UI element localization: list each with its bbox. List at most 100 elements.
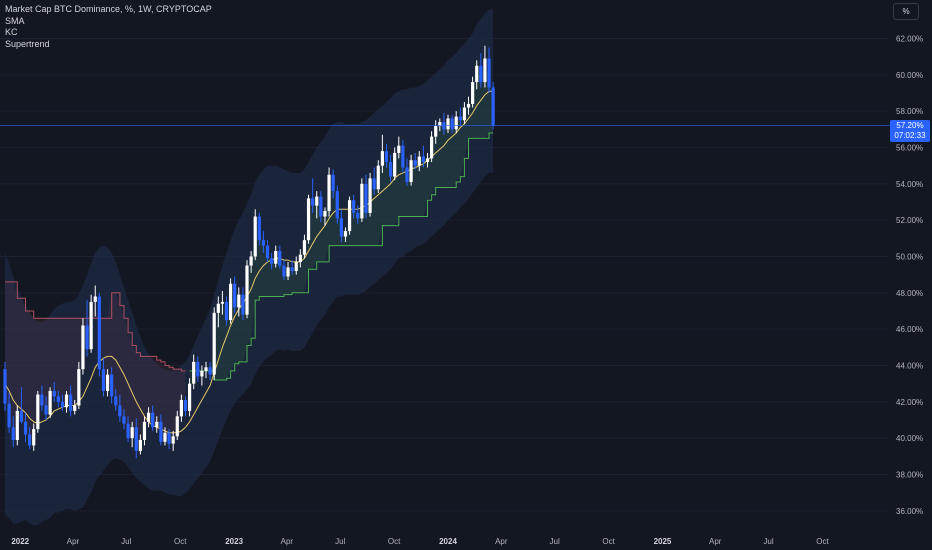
- candle-body: [380, 151, 384, 166]
- candle-body: [73, 405, 77, 411]
- candle-body: [163, 432, 167, 442]
- candle-body: [306, 198, 311, 241]
- candle-body: [368, 178, 372, 213]
- candle-body: [138, 439, 142, 451]
- candle-body: [192, 361, 196, 384]
- candle-body: [286, 267, 290, 277]
- last-price-tag: 57.20% 07:02:33: [890, 120, 930, 142]
- y-axis-label: 52.00%: [896, 216, 923, 225]
- y-axis-label: 62.00%: [896, 35, 923, 44]
- candle-body: [270, 258, 274, 264]
- candle-body: [233, 283, 237, 308]
- candle-body: [298, 254, 302, 262]
- percent-scale-button[interactable]: %: [893, 3, 919, 20]
- candle-body: [483, 58, 487, 83]
- candle-body: [36, 394, 40, 430]
- candle-body: [155, 421, 159, 428]
- candle-body: [409, 160, 413, 183]
- candle-body: [421, 156, 425, 163]
- candle-body: [290, 267, 294, 272]
- candle-body: [430, 136, 434, 159]
- candle-body: [126, 423, 130, 439]
- x-axis-label: Apr: [67, 537, 80, 546]
- candle-body: [19, 410, 24, 422]
- x-axis-label: Oct: [388, 537, 401, 546]
- x-axis-label: 2025: [654, 537, 672, 546]
- supertrend-up-line: [189, 132, 494, 381]
- candle-body: [23, 421, 28, 435]
- candle-body: [245, 265, 249, 315]
- candle-body: [200, 370, 204, 377]
- candle-body: [302, 240, 307, 255]
- candle-body: [311, 198, 315, 206]
- x-axis-label: 2022: [11, 537, 29, 546]
- candle-body: [479, 65, 483, 83]
- candle-body: [347, 200, 352, 232]
- candle-body: [343, 231, 348, 237]
- candle-body: [319, 196, 323, 217]
- candle-body: [466, 103, 471, 108]
- candle-body: [159, 421, 163, 442]
- supertrend-down-fill: [5, 281, 186, 446]
- candle-body: [372, 178, 376, 190]
- legend-title: Market Cap BTC Dominance, %, 1W, CRYPTOC…: [5, 4, 212, 14]
- candle-body: [253, 216, 257, 257]
- candle-body: [179, 400, 183, 417]
- candle-body: [77, 369, 81, 406]
- candle-body: [438, 122, 442, 126]
- candle-body: [376, 165, 380, 190]
- candle-body: [56, 396, 60, 402]
- candle-body: [105, 374, 110, 391]
- candle-body: [274, 251, 278, 264]
- candle-body: [384, 151, 389, 163]
- candle-body: [425, 158, 430, 163]
- candle-body: [491, 87, 495, 126]
- legend-indicator-supertrend[interactable]: Supertrend: [5, 38, 50, 49]
- y-axis-label: 44.00%: [896, 362, 923, 371]
- candle-body: [122, 416, 126, 424]
- candle-body: [171, 436, 175, 444]
- candle-body: [331, 174, 335, 192]
- candle-body: [142, 421, 147, 440]
- candle-body: [261, 240, 266, 246]
- y-axis-label: 36.00%: [896, 507, 923, 516]
- y-axis-label: 60.00%: [896, 71, 923, 80]
- candle-body: [110, 374, 114, 397]
- candle-body: [401, 145, 405, 168]
- candle-body: [130, 427, 134, 439]
- candle-body: [114, 396, 118, 406]
- legend-indicator-sma[interactable]: SMA: [5, 15, 25, 26]
- candle-body: [249, 256, 253, 266]
- y-axis-label: 46.00%: [896, 325, 923, 334]
- x-axis-label: Oct: [602, 537, 615, 546]
- candle-body: [60, 401, 65, 408]
- x-axis-label: Apr: [709, 537, 722, 546]
- legend-indicator-kc[interactable]: KC: [5, 27, 18, 37]
- x-axis-label: Oct: [816, 537, 829, 546]
- candle-body: [327, 174, 331, 212]
- candle-body: [335, 191, 339, 219]
- candle-body: [487, 58, 491, 88]
- candle-body: [454, 116, 458, 130]
- x-axis-label: Jul: [550, 537, 560, 546]
- candle-body: [397, 145, 401, 153]
- candle-body: [462, 107, 467, 121]
- chart-legend: Market Cap BTC Dominance, %, 1W, CRYPTOC…: [5, 4, 212, 50]
- candle-body: [224, 301, 229, 321]
- candle-body: [187, 383, 192, 411]
- x-axis-label: 2023: [225, 537, 243, 546]
- candle-body: [212, 312, 216, 375]
- y-axis-label: 54.00%: [896, 180, 923, 189]
- candle-body: [315, 196, 319, 206]
- candle-body: [237, 294, 241, 308]
- candle-body: [101, 369, 106, 391]
- candle-body: [48, 390, 52, 415]
- candle-body: [44, 405, 48, 415]
- candle-body: [118, 405, 122, 417]
- candle-body: [204, 367, 208, 371]
- candle-body: [196, 361, 200, 377]
- candle-body: [278, 251, 282, 266]
- candle-body: [413, 160, 417, 166]
- candle-body: [81, 325, 85, 370]
